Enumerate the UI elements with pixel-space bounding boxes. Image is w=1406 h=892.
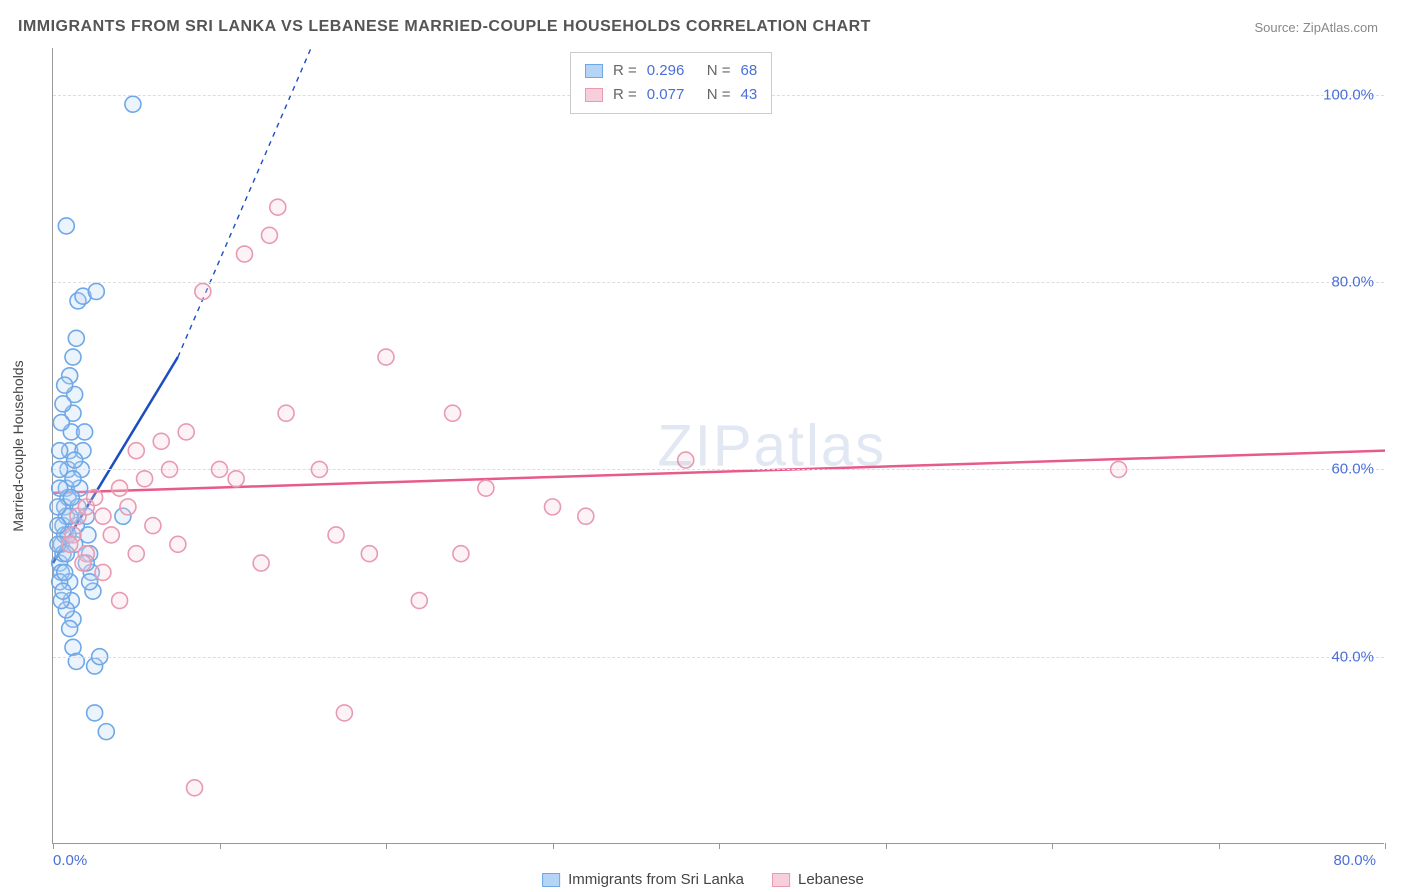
x-tick xyxy=(719,843,720,849)
data-point xyxy=(361,546,377,562)
data-point xyxy=(378,349,394,365)
data-point xyxy=(178,424,194,440)
data-point xyxy=(112,593,128,609)
data-point xyxy=(125,96,141,112)
data-point xyxy=(120,499,136,515)
data-point xyxy=(453,546,469,562)
data-point xyxy=(52,480,68,496)
y-axis-label: Married-couple Households xyxy=(10,360,26,531)
x-tick xyxy=(53,843,54,849)
data-point xyxy=(145,518,161,534)
legend-r-label: R = xyxy=(613,83,637,107)
legend-swatch xyxy=(585,64,603,78)
gridline-h xyxy=(53,282,1384,283)
data-point xyxy=(137,471,153,487)
chart-title: IMMIGRANTS FROM SRI LANKA VS LEBANESE MA… xyxy=(18,18,871,36)
x-tick xyxy=(1052,843,1053,849)
legend-r-value: 0.296 xyxy=(647,59,697,83)
source-attribution: Source: ZipAtlas.com xyxy=(1254,20,1378,35)
data-point xyxy=(336,705,352,721)
data-point xyxy=(57,564,73,580)
gridline-h xyxy=(53,657,1384,658)
legend-series-item: Immigrants from Sri Lanka xyxy=(542,871,744,888)
data-point xyxy=(68,330,84,346)
x-tick xyxy=(220,843,221,849)
legend-r-value: 0.077 xyxy=(647,83,697,107)
data-point xyxy=(103,527,119,543)
y-tick-label: 80.0% xyxy=(1331,274,1374,291)
data-point xyxy=(328,527,344,543)
chart-svg xyxy=(53,48,1384,843)
data-point xyxy=(50,518,66,534)
data-point xyxy=(128,546,144,562)
legend-n-label: N = xyxy=(707,83,731,107)
data-point xyxy=(228,471,244,487)
data-point xyxy=(170,536,186,552)
data-point xyxy=(128,443,144,459)
data-point xyxy=(153,433,169,449)
data-point xyxy=(80,527,96,543)
data-point xyxy=(65,349,81,365)
data-point xyxy=(95,564,111,580)
legend-stat-row: R = 0.077 N = 43 xyxy=(585,83,757,107)
data-point xyxy=(87,490,103,506)
data-point xyxy=(62,536,78,552)
data-point xyxy=(55,583,71,599)
x-tick xyxy=(1385,843,1386,849)
gridline-h xyxy=(53,469,1384,470)
legend-series: Immigrants from Sri Lanka Lebanese xyxy=(542,871,864,888)
data-point xyxy=(411,593,427,609)
data-point xyxy=(50,499,66,515)
data-point xyxy=(112,480,128,496)
y-tick-label: 100.0% xyxy=(1323,86,1374,103)
legend-n-label: N = xyxy=(707,59,731,83)
legend-swatch xyxy=(772,873,790,887)
data-point xyxy=(445,405,461,421)
data-point xyxy=(62,621,78,637)
legend-r-label: R = xyxy=(613,59,637,83)
data-point xyxy=(478,480,494,496)
plot-area: ZIPatlas 40.0%60.0%80.0%100.0%0.0%80.0% xyxy=(52,48,1384,844)
data-point xyxy=(578,508,594,524)
legend-swatch xyxy=(542,873,560,887)
data-point xyxy=(77,424,93,440)
data-point xyxy=(95,508,111,524)
y-tick-label: 40.0% xyxy=(1331,648,1374,665)
x-tick xyxy=(886,843,887,849)
x-tick-label: 0.0% xyxy=(53,852,87,869)
legend-swatch xyxy=(585,88,603,102)
data-point xyxy=(57,377,73,393)
legend-series-label: Immigrants from Sri Lanka xyxy=(568,871,744,888)
legend-series-item: Lebanese xyxy=(772,871,864,888)
legend-series-label: Lebanese xyxy=(798,871,864,888)
legend-n-value: 43 xyxy=(741,83,758,107)
data-point xyxy=(545,499,561,515)
data-point xyxy=(53,415,69,431)
data-point xyxy=(55,396,71,412)
data-point xyxy=(52,443,68,459)
data-point xyxy=(88,283,104,299)
data-point xyxy=(98,724,114,740)
data-point xyxy=(261,227,277,243)
data-point xyxy=(58,218,74,234)
x-tick xyxy=(386,843,387,849)
data-point xyxy=(270,199,286,215)
x-tick-label: 80.0% xyxy=(1333,852,1376,869)
legend-stats: R = 0.296 N = 68 R = 0.077 N = 43 xyxy=(570,52,772,114)
data-point xyxy=(278,405,294,421)
data-point xyxy=(187,780,203,796)
legend-n-value: 68 xyxy=(741,59,758,83)
data-point xyxy=(67,452,83,468)
x-tick xyxy=(553,843,554,849)
y-tick-label: 60.0% xyxy=(1331,461,1374,478)
data-point xyxy=(236,246,252,262)
data-point xyxy=(87,705,103,721)
x-tick xyxy=(1219,843,1220,849)
data-point xyxy=(195,283,211,299)
data-point xyxy=(253,555,269,571)
data-point xyxy=(75,555,91,571)
data-point xyxy=(678,452,694,468)
legend-stat-row: R = 0.296 N = 68 xyxy=(585,59,757,83)
